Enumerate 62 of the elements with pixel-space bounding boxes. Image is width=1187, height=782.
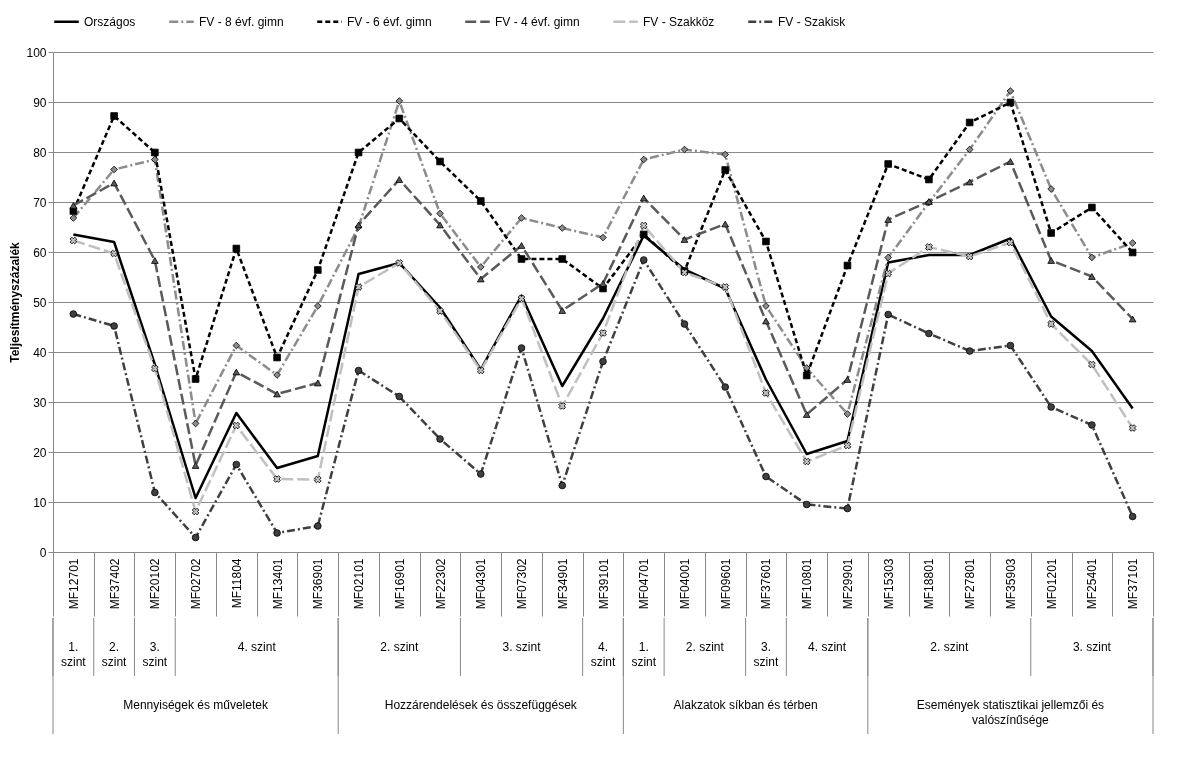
x-tick-label: MF04301: [474, 558, 489, 610]
y-tick-label: 80: [33, 145, 47, 160]
y-tick-label: 90: [33, 95, 47, 110]
text: 4. szint: [808, 640, 847, 654]
legend-label: FV - Szakköz: [643, 14, 715, 29]
x-tick-label: MF35903: [1003, 558, 1018, 610]
x-tick-label: MF36901: [311, 558, 326, 610]
text: 4. szint: [237, 640, 277, 654]
legend-label: FV - 4 évf. gimn: [495, 14, 580, 29]
y-tick-label: 0: [39, 545, 47, 560]
x-tick-label: MF39101: [596, 558, 611, 610]
legend-label: Országos: [84, 14, 136, 29]
x-tick-label: MF15303: [881, 558, 896, 610]
text: 4. szint: [590, 640, 616, 669]
text: 3. szint: [1072, 640, 1112, 654]
x-tick-label: MF37601: [759, 558, 774, 610]
text: Mennyiségek és műveletek: [123, 698, 269, 712]
y-tick-label: 40: [33, 345, 47, 360]
text: Hozzárendelések és összefüggések: [384, 698, 578, 712]
text: Alakzatok síkban és térben: [673, 698, 818, 712]
text: 3. szint: [753, 640, 779, 669]
x-tick-label: MF27801: [963, 558, 978, 610]
text: 1. szint: [61, 640, 87, 669]
x-tick-label: MF02101: [352, 558, 367, 610]
text: 2. szint: [380, 640, 419, 654]
y-tick-label: 50: [33, 295, 47, 310]
x-tick-label: MF02702: [189, 558, 204, 610]
x-tick-label: MF37402: [107, 558, 122, 610]
x-tick-label: MF11804: [229, 558, 244, 609]
x-tick-label: MF04701: [637, 558, 652, 610]
x-tick-label: MF12701: [66, 558, 81, 610]
x-tick-label: MF34901: [555, 558, 570, 610]
y-tick-label: 20: [33, 445, 47, 460]
y-tick-label: 100: [26, 45, 47, 60]
x-tick-label: MF13401: [270, 558, 285, 610]
y-axis-title: Teljesítményszázalék: [8, 241, 23, 363]
text: 1. szint: [631, 640, 657, 669]
y-tick-label: 10: [33, 495, 47, 510]
x-tick-label: MF18801: [922, 558, 937, 610]
x-tick-label: MF01201: [1044, 558, 1059, 610]
legend-label: FV - 6 évf. gimn: [347, 14, 432, 29]
legend-label: FV - Szakisk: [778, 14, 847, 29]
x-tick-label: MF22302: [433, 558, 448, 610]
x-tick-label: MF20102: [148, 558, 163, 610]
y-tick-label: 70: [33, 195, 47, 210]
text: 2. szint: [930, 640, 969, 654]
x-tick-label: MF09601: [718, 558, 733, 610]
text: Események statisztikai jellemzői és valószínűsége: [916, 698, 1105, 727]
x-tick-label: MF37101: [1126, 558, 1141, 610]
text: 2. szint: [101, 640, 128, 669]
x-tick-label: MF07302: [515, 558, 530, 610]
text: 2. szint: [685, 640, 725, 654]
x-tick-label: MF04001: [677, 558, 692, 610]
x-tick-label: MF10801: [800, 558, 815, 610]
y-tick-label: 60: [33, 245, 47, 260]
legend-label: FV - 8 évf. gimn: [199, 14, 284, 29]
text: 3. szint: [502, 640, 542, 654]
y-tick-label: 30: [33, 395, 47, 410]
text: 3. szint: [142, 640, 168, 669]
x-tick-label: MF29901: [840, 558, 855, 610]
x-tick-label: MF25401: [1085, 558, 1100, 610]
x-tick-label: MF16901: [392, 558, 407, 610]
